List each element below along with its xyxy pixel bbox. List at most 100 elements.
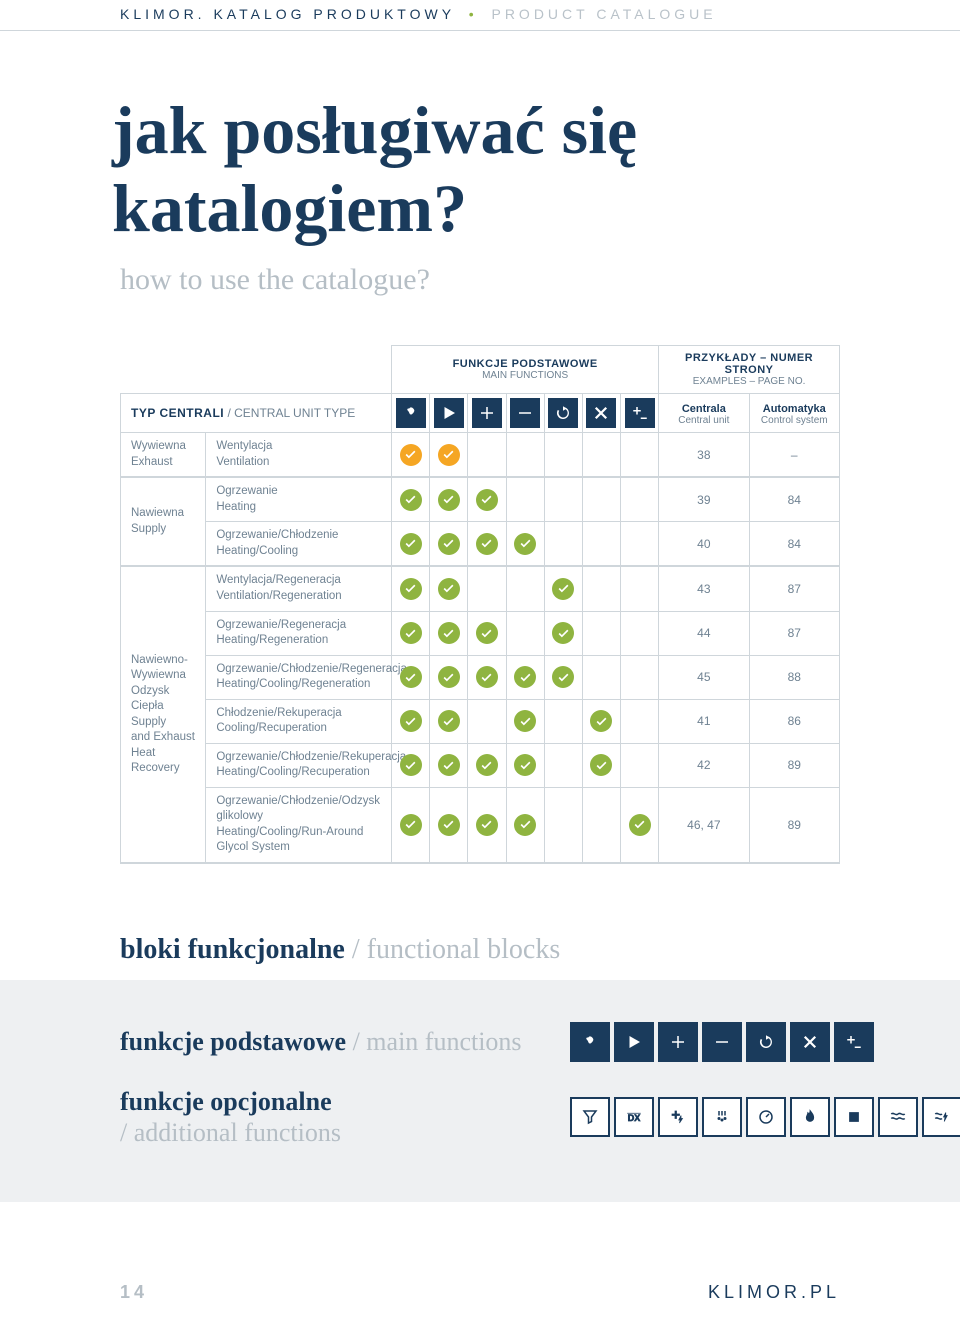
check-icon xyxy=(400,754,422,776)
check-cell xyxy=(506,433,544,478)
check-icon xyxy=(400,814,422,836)
check-cell xyxy=(620,743,658,787)
check-icon xyxy=(514,710,536,732)
check-cell xyxy=(430,743,468,787)
check-icon xyxy=(400,622,422,644)
check-cell xyxy=(430,566,468,611)
col-play-icon xyxy=(430,394,468,433)
function-cell: Ogrzewanie/Chłodzenie/RekuperacjaHeating… xyxy=(206,743,392,787)
page-ref-cell: 42 xyxy=(659,743,749,787)
check-icon xyxy=(552,578,574,600)
check-icon xyxy=(438,489,460,511)
check-cell xyxy=(620,611,658,655)
check-cell xyxy=(468,522,506,567)
filter-icon xyxy=(570,1097,610,1137)
website: KLIMOR.PL xyxy=(708,1282,840,1303)
page-ref-cell: 44 xyxy=(659,611,749,655)
additional-functions-label: funkcje opcjonalne / additional function… xyxy=(120,1086,550,1148)
check-icon xyxy=(514,754,536,776)
automation-ref-cell: – xyxy=(749,433,839,478)
check-icon xyxy=(476,489,498,511)
check-icon xyxy=(438,814,460,836)
unit-type-cell: Nawiewno-WywiewnaOdzysk CiepłaSupplyand … xyxy=(121,566,206,862)
col-fan-icon xyxy=(392,394,430,433)
check-cell xyxy=(544,743,582,787)
check-cell xyxy=(430,655,468,699)
check-cell xyxy=(620,433,658,478)
check-cell xyxy=(582,477,620,522)
waves-icon xyxy=(878,1097,918,1137)
check-cell xyxy=(582,611,620,655)
check-icon xyxy=(552,622,574,644)
automation-ref-cell: 87 xyxy=(749,611,839,655)
header-bar: KLIMOR. KATALOG PRODUKTOWY • PRODUCT CAT… xyxy=(0,0,960,31)
flame-icon xyxy=(790,1097,830,1137)
square-icon xyxy=(834,1097,874,1137)
check-icon xyxy=(476,754,498,776)
check-cell xyxy=(506,477,544,522)
automation-ref-cell: 88 xyxy=(749,655,839,699)
function-cell: OgrzewanieHeating xyxy=(206,477,392,522)
check-icon xyxy=(514,814,536,836)
check-cell xyxy=(468,655,506,699)
plus-icon xyxy=(658,1022,698,1062)
header-unit-type: TYP CENTRALI / CENTRAL UNIT TYPE xyxy=(121,394,392,433)
check-icon xyxy=(552,666,574,688)
check-cell xyxy=(430,522,468,567)
function-cell: Ogrzewanie/RegeneracjaHeating/Regenerati… xyxy=(206,611,392,655)
check-icon xyxy=(438,444,460,466)
header-examples: PRZYKŁADY – NUMER STRONY EXAMPLES – PAGE… xyxy=(659,346,840,394)
automation-ref-cell: 84 xyxy=(749,477,839,522)
wavesbolt-icon xyxy=(922,1097,960,1137)
check-cell xyxy=(544,787,582,863)
plusminus-icon xyxy=(834,1022,874,1062)
page-ref-cell: 38 xyxy=(659,433,749,478)
automation-ref-cell: 89 xyxy=(749,743,839,787)
check-cell xyxy=(468,699,506,743)
footer: 14 KLIMOR.PL xyxy=(0,1202,960,1303)
check-cell xyxy=(506,655,544,699)
cross-icon xyxy=(790,1022,830,1062)
check-icon xyxy=(514,533,536,555)
check-cell xyxy=(506,743,544,787)
check-cell xyxy=(506,787,544,863)
additional-functions-icons xyxy=(570,1097,960,1137)
page-ref-cell: 41 xyxy=(659,699,749,743)
check-cell xyxy=(468,743,506,787)
check-cell xyxy=(506,566,544,611)
check-icon xyxy=(476,533,498,555)
humid-icon xyxy=(702,1097,742,1137)
check-cell xyxy=(620,699,658,743)
function-cell: Ogrzewanie/ChłodzenieHeating/Cooling xyxy=(206,522,392,567)
fan-icon xyxy=(396,398,426,428)
check-cell xyxy=(544,655,582,699)
refresh-icon xyxy=(548,398,578,428)
check-cell xyxy=(468,787,506,863)
page-number: 14 xyxy=(120,1282,148,1303)
col-cross-icon xyxy=(582,394,620,433)
check-cell xyxy=(620,522,658,567)
check-icon xyxy=(438,666,460,688)
dial-icon xyxy=(746,1097,786,1137)
function-cell: Chłodzenie/RekuperacjaCooling/Recuperati… xyxy=(206,699,392,743)
fan-icon xyxy=(570,1022,610,1062)
check-cell xyxy=(506,699,544,743)
minus-icon xyxy=(702,1022,742,1062)
check-cell xyxy=(544,566,582,611)
plusbolt-icon xyxy=(658,1097,698,1137)
check-icon xyxy=(400,666,422,688)
check-icon xyxy=(590,754,612,776)
unit-type-cell: WywiewnaExhaust xyxy=(121,433,206,478)
function-cell: Ogrzewanie/Chłodzenie/RegeneracjaHeating… xyxy=(206,655,392,699)
check-icon xyxy=(438,754,460,776)
col-minus-icon xyxy=(506,394,544,433)
page-ref-cell: 46, 47 xyxy=(659,787,749,863)
header-central: Centrala Central unit xyxy=(659,394,749,433)
check-cell xyxy=(582,655,620,699)
check-icon xyxy=(400,533,422,555)
function-cell: WentylacjaVentilation xyxy=(206,433,392,478)
check-cell xyxy=(506,522,544,567)
check-cell xyxy=(620,655,658,699)
check-cell xyxy=(506,611,544,655)
col-plus-icon xyxy=(468,394,506,433)
